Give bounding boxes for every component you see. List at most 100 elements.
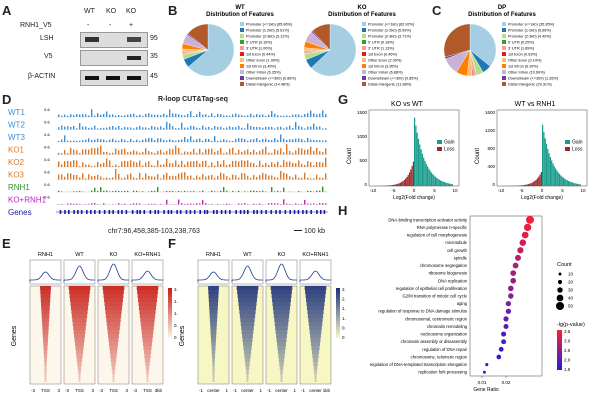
track-peak (316, 190, 318, 192)
track-peak (241, 127, 243, 130)
track-peak (325, 148, 327, 155)
histogram-ytick: 1600 (485, 110, 496, 115)
track-peak (109, 160, 111, 167)
pie-legend-item: Downstream (<=300) (0.86%) (246, 77, 297, 81)
bar-gain (543, 131, 545, 186)
track-peak (112, 191, 114, 192)
pie-legend-item: Promoter (<=1kb) (35.85%) (508, 23, 555, 27)
bar-gain (436, 177, 438, 186)
track-peak (277, 190, 279, 192)
legend-swatch (502, 46, 506, 50)
track-peak (187, 139, 189, 142)
track-peak (115, 148, 117, 155)
track-peak (103, 203, 105, 205)
track-peak (136, 178, 138, 180)
track-peak (145, 113, 147, 117)
track-peak (268, 114, 270, 117)
track-peak (178, 128, 180, 130)
track-peak (199, 111, 201, 117)
track-peak (121, 149, 123, 155)
track-peak (202, 114, 204, 117)
track-peak (94, 115, 96, 117)
track-peak (217, 160, 219, 167)
track-peak (274, 138, 276, 142)
track-peak (73, 115, 75, 117)
track-peak (190, 191, 192, 192)
track-peak (106, 140, 108, 142)
track-peak (61, 139, 63, 142)
pie-legend-item: Promoter (1-2kb) (5.61%) (246, 29, 290, 33)
track-peak (220, 147, 222, 155)
track-peak (67, 153, 69, 155)
track-peak (202, 161, 204, 167)
track-peak (127, 127, 129, 130)
track-peak (220, 190, 222, 192)
track-peak (313, 178, 315, 180)
track-peak (202, 174, 204, 180)
track-peak (256, 191, 258, 192)
track-peak (265, 115, 267, 117)
track-peak (301, 177, 303, 180)
go-term-label: regulation of cell morphogenesis (407, 233, 467, 238)
track-peak (166, 140, 168, 142)
heatmap-tick: -1 (233, 388, 237, 393)
colorbar-tick: 0.5 (174, 323, 178, 328)
track-peak (133, 203, 135, 205)
track-peak (106, 177, 108, 180)
track-peak (304, 199, 306, 205)
histogram-ytick: 500 (359, 158, 367, 163)
bar-gain (544, 138, 546, 186)
track-peak (76, 114, 78, 117)
track-peak (247, 140, 249, 142)
track-peak (169, 109, 171, 117)
track-peak (217, 140, 219, 142)
track-peak (100, 139, 102, 142)
track-peak (124, 139, 126, 142)
track-peak (295, 150, 297, 155)
track-peak (187, 127, 189, 130)
sign: - (109, 22, 112, 29)
histogram-legend: Loss (444, 147, 455, 153)
track-peak (160, 149, 162, 155)
track-peak (226, 140, 228, 142)
legend-swatch (502, 52, 506, 56)
pie-legend-item: Other Exon (3.14%) (508, 59, 542, 63)
histogram-title: WT vs RNH1 (515, 101, 556, 108)
track-peak (184, 136, 186, 142)
legend-swatch (362, 82, 366, 86)
lane-label: KO (106, 8, 117, 15)
track-peak (94, 139, 96, 142)
go-dot (512, 262, 519, 269)
bar-gain (427, 166, 429, 186)
track-peak (319, 140, 321, 142)
track-peak (238, 203, 240, 205)
panel-label-f: F (168, 236, 176, 251)
track-peak (271, 187, 273, 192)
track-peak (91, 109, 93, 117)
pie-legend-item: Other Intron (10.69%) (508, 71, 545, 75)
go-dot (501, 339, 507, 345)
track-peak (322, 128, 324, 130)
track-peak (250, 162, 252, 167)
profile-line (29, 271, 62, 282)
track-peak (181, 203, 183, 205)
gene-mark (305, 210, 308, 214)
gene-mark (80, 210, 83, 214)
track-peak (223, 160, 225, 167)
track-peak (94, 187, 96, 192)
legend-title: -lg(p-value) (557, 322, 585, 328)
scale-bar (294, 230, 302, 231)
bar-gain (557, 172, 559, 186)
heatmap-tick: center (207, 388, 220, 393)
track-peak (307, 138, 309, 142)
heatmap: Genes RNH1 -3 TSS 3 WT -3 TSS 3 KO -3 TSS 3 KO+RNH1 -3… (11, 252, 178, 393)
bar-loss (394, 184, 396, 186)
track-peak (118, 174, 120, 180)
go-dot (517, 247, 524, 254)
histogram-ylabel: Count (475, 148, 481, 164)
heatmap-tick: 3 (125, 388, 128, 393)
bar-gain (578, 184, 580, 186)
track-peak (259, 160, 261, 167)
